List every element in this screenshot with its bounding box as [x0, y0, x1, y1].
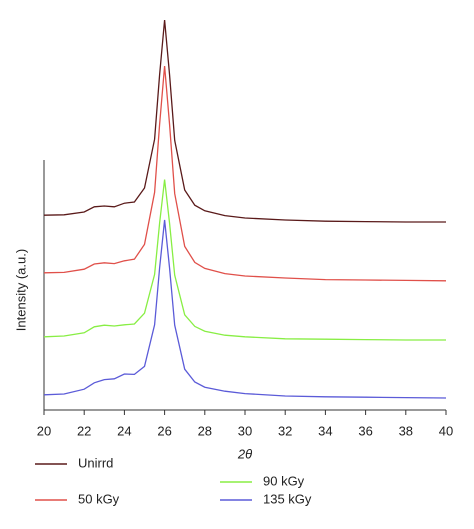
series-line: [43, 19, 446, 223]
x-tick-label: 36: [358, 423, 372, 438]
x-tick-label: 30: [238, 423, 252, 438]
legend-label: 50 kGy: [78, 491, 120, 506]
series-line: [43, 179, 446, 341]
y-axis-label: Intensity (a.u.): [13, 249, 28, 331]
x-tick-label: 40: [439, 423, 453, 438]
x-tick-label: 20: [37, 423, 51, 438]
series-line: [43, 219, 447, 399]
x-tick-label: 26: [157, 423, 171, 438]
legend-label: Unirrd: [78, 455, 113, 470]
x-tick-label: 34: [318, 423, 332, 438]
series-line: [43, 65, 447, 282]
x-tick-label: 32: [278, 423, 292, 438]
x-tick-label: 24: [117, 423, 131, 438]
legend-label: 90 kGy: [263, 473, 305, 488]
x-tick-label: 38: [399, 423, 413, 438]
x-axis-label: 2θ: [237, 446, 252, 461]
x-tick-label: 22: [77, 423, 91, 438]
legend-label: 135 kGy: [263, 491, 312, 506]
x-tick-label: 28: [198, 423, 212, 438]
